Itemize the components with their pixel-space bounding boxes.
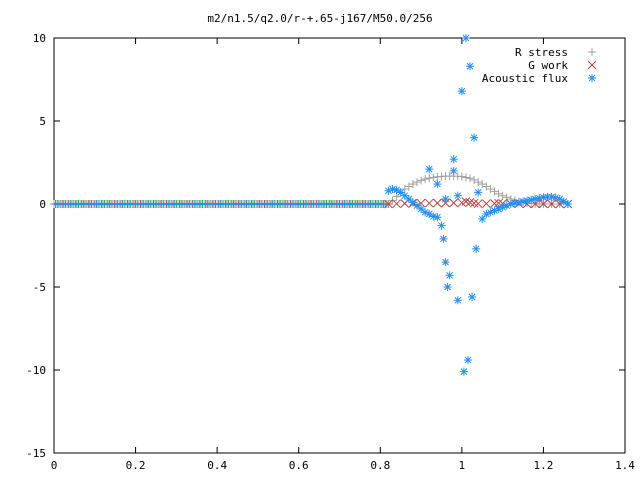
data-point	[443, 283, 452, 291]
series-acoustic-flux	[384, 34, 572, 376]
chart-title: m2/n1.5/q2.0/r-+.65-j167/M50.0/256	[207, 12, 432, 25]
data-point	[490, 199, 499, 208]
data-point	[461, 34, 470, 42]
data-point	[490, 187, 499, 196]
x-tick-label: 1.4	[615, 459, 635, 472]
data-point	[494, 189, 503, 198]
data-point	[425, 174, 434, 183]
data-point	[412, 201, 421, 210]
data-point	[392, 199, 401, 209]
data-point	[535, 194, 544, 203]
data-point	[474, 178, 483, 187]
data-point	[429, 212, 438, 221]
data-point	[466, 62, 475, 71]
data-point	[453, 296, 462, 305]
data-point	[445, 271, 454, 280]
x-tick-label: 0	[51, 459, 58, 472]
data-point	[473, 199, 483, 209]
legend-label: Acoustic flux	[482, 72, 568, 85]
plot-frame	[53, 37, 626, 454]
data-point	[437, 221, 446, 230]
x-tick-label: 1.2	[533, 459, 553, 472]
data-point	[433, 198, 442, 208]
data-point	[449, 166, 458, 175]
y-tick-label: -10	[26, 364, 46, 377]
y-tick-label: 10	[33, 32, 46, 45]
data-point	[433, 180, 442, 189]
x-axis: 0 0.2 0.4 0.6 0.8 1 1.2 1.4	[51, 38, 635, 472]
data-point	[459, 367, 468, 376]
data-point	[470, 175, 479, 184]
data-point	[470, 133, 479, 142]
legend-marker	[588, 74, 596, 82]
data-point	[498, 203, 507, 212]
data-point	[449, 198, 459, 208]
series-layer	[384, 34, 573, 376]
y-axis: 10 5 0 -5 -10 -15	[26, 32, 625, 460]
data-point	[396, 188, 405, 197]
y-tick-label: -15	[26, 447, 46, 460]
data-point	[408, 180, 417, 189]
legend-label: R stress	[515, 46, 568, 59]
data-point	[429, 173, 438, 182]
data-point	[539, 199, 548, 209]
y-tick-label: -5	[33, 281, 46, 294]
x-tick-label: 0.4	[207, 459, 227, 472]
x-tick-label: 0.8	[370, 459, 390, 472]
data-point	[461, 173, 470, 182]
data-point	[441, 195, 450, 204]
data-point	[400, 191, 409, 200]
data-point	[474, 188, 483, 197]
data-point	[481, 199, 491, 209]
data-point	[563, 200, 572, 208]
data-point	[486, 185, 495, 194]
data-point	[498, 191, 507, 200]
data-point	[468, 292, 477, 301]
x-tick-label: 1	[459, 459, 466, 472]
data-point	[478, 180, 487, 189]
data-point	[453, 191, 462, 200]
x-tick-label: 0.6	[289, 459, 309, 472]
baseline-markers	[50, 200, 393, 208]
data-point	[547, 199, 556, 209]
legend-marker	[588, 48, 596, 56]
data-point	[472, 244, 481, 253]
y-tick-label: 0	[39, 198, 46, 211]
data-point	[388, 185, 397, 194]
data-point	[421, 175, 430, 184]
data-point	[404, 195, 413, 204]
y-tick-label: 5	[39, 115, 46, 128]
data-point	[404, 182, 413, 191]
legend-marker	[587, 60, 597, 70]
data-point	[424, 198, 434, 208]
data-point	[425, 165, 434, 174]
data-point	[469, 198, 479, 208]
data-point	[531, 195, 540, 204]
data-point	[417, 204, 426, 213]
data-point	[433, 213, 442, 222]
x-tick-label: 0.2	[126, 459, 146, 472]
data-point	[466, 174, 475, 183]
data-point	[463, 356, 472, 365]
data-point	[449, 155, 458, 164]
data-point	[478, 214, 487, 223]
data-point	[388, 196, 397, 205]
data-point	[457, 87, 466, 96]
data-point	[441, 258, 450, 267]
data-point	[384, 199, 393, 209]
data-point	[417, 176, 426, 185]
data-point	[457, 172, 466, 181]
data-point	[482, 182, 491, 191]
data-point	[412, 178, 421, 187]
legend-label: G work	[528, 59, 568, 72]
data-point	[439, 234, 448, 243]
data-point	[408, 198, 417, 207]
